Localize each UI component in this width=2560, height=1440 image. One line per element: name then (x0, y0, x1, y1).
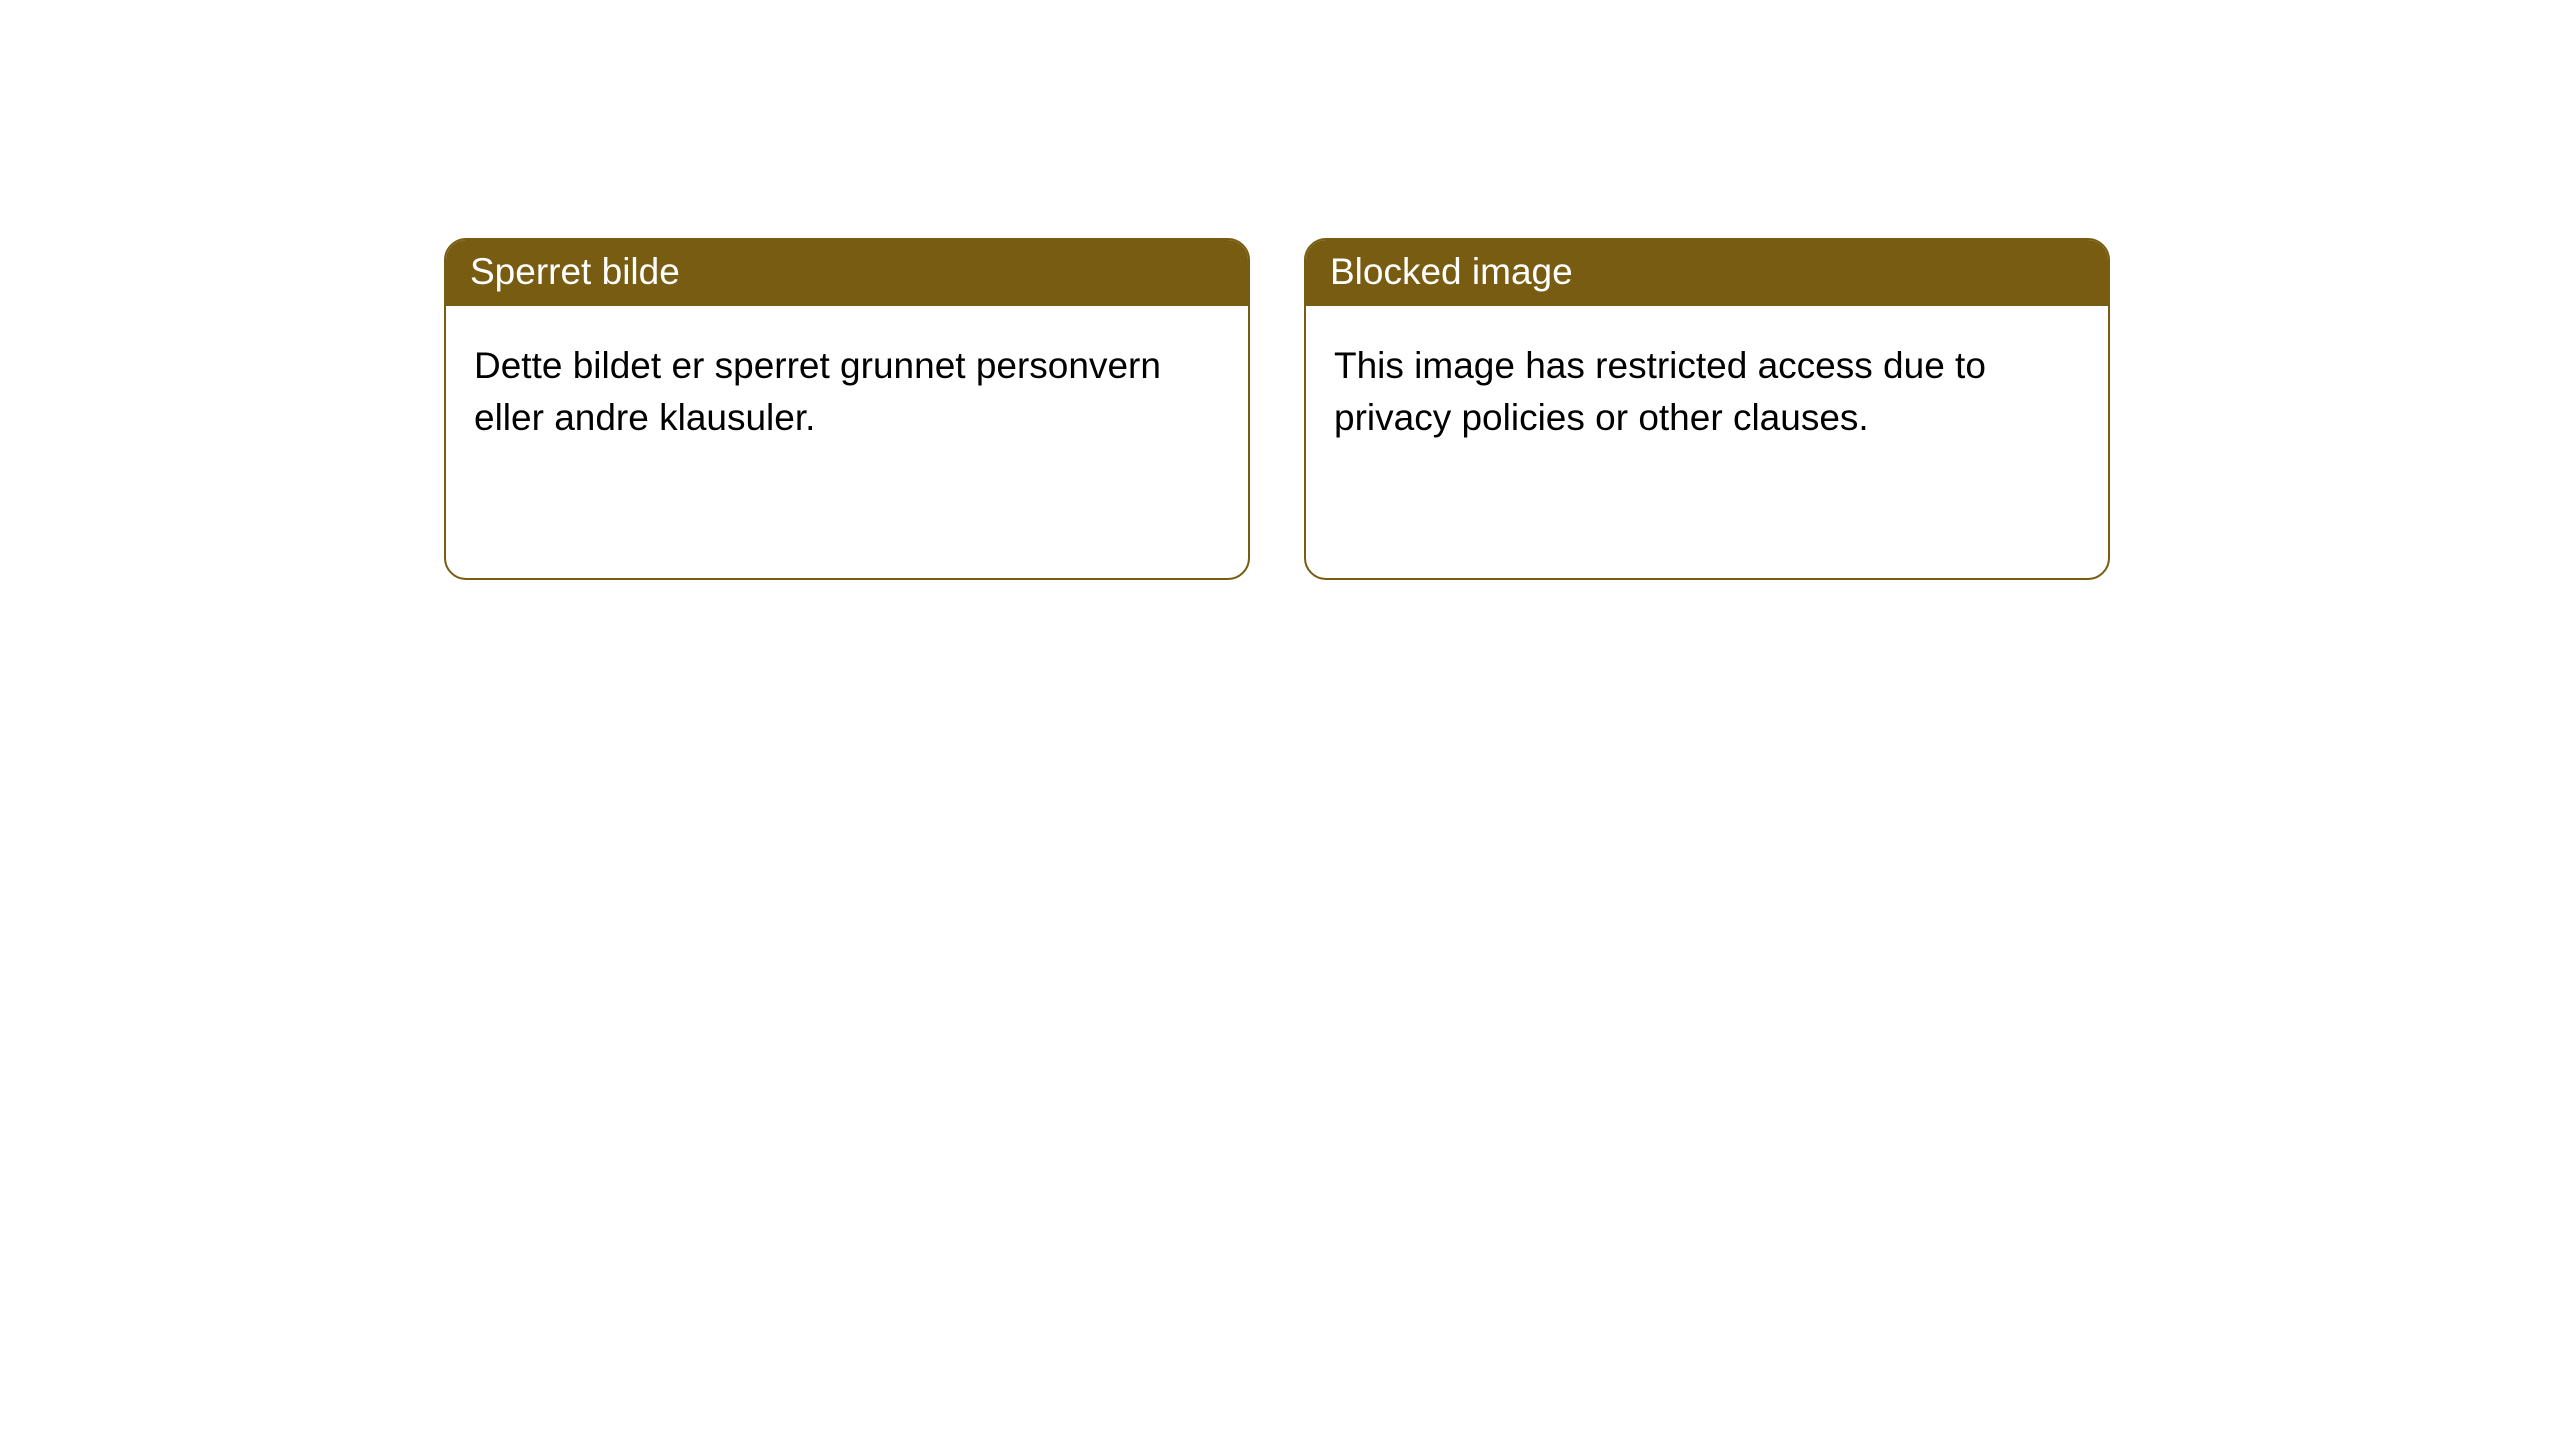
notice-container: Sperret bilde Dette bildet er sperret gr… (0, 0, 2560, 580)
notice-body-en: This image has restricted access due to … (1306, 306, 2108, 478)
notice-card-no: Sperret bilde Dette bildet er sperret gr… (444, 238, 1250, 580)
notice-card-en: Blocked image This image has restricted … (1304, 238, 2110, 580)
notice-header-no: Sperret bilde (446, 240, 1248, 306)
notice-body-no: Dette bildet er sperret grunnet personve… (446, 306, 1248, 478)
notice-header-en: Blocked image (1306, 240, 2108, 306)
